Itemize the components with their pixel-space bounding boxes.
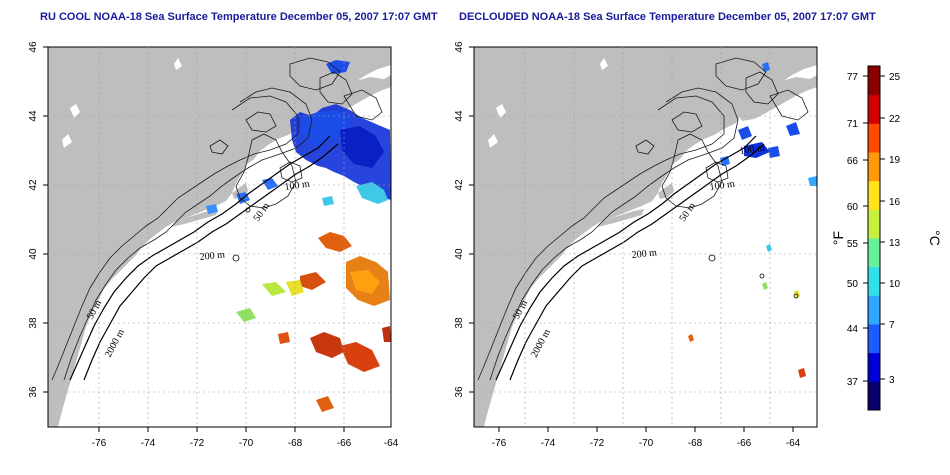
right-bathymetry-contours <box>477 57 809 381</box>
right-map-panel: -76 -74 -72 -70 -68 -66 -64 36 38 40 42 … <box>454 41 818 449</box>
left-x-tick-label: -72 <box>190 438 205 449</box>
colorbar-celsius-unit: °C <box>927 230 943 246</box>
right-y-tick-label: 42 <box>454 179 465 191</box>
colorbar-celsius-tick: 22 <box>889 114 901 125</box>
left-y-tick-label: 44 <box>28 110 39 122</box>
colorbar-celsius-tick: 3 <box>889 375 895 386</box>
right-y-tick-label: 38 <box>454 317 465 329</box>
left-x-tick-label: -74 <box>141 438 156 449</box>
colorbar-band <box>868 152 880 182</box>
colorbar-band <box>868 209 880 239</box>
right-x-tick-label: -64 <box>786 438 801 449</box>
left-panel-title: RU COOL NOAA-18 Sea Surface Temperature … <box>40 11 438 23</box>
right-x-tick-label: -68 <box>688 438 703 449</box>
left-map-frame <box>47 46 392 428</box>
right-x-tick-label: -76 <box>492 438 507 449</box>
left-x-tick-label: -64 <box>384 438 399 449</box>
colorbar-fahrenheit-tick: 71 <box>847 119 859 130</box>
right-panel-title: DECLOUDED NOAA-18 Sea Surface Temperatur… <box>459 11 876 23</box>
right-y-tick-label: 46 <box>454 41 465 53</box>
right-y-tick-label: 44 <box>454 110 465 122</box>
colorbar-band <box>868 66 880 96</box>
left-x-tick-label: -76 <box>92 438 107 449</box>
colorbar-band <box>868 381 880 411</box>
right-graticule <box>474 47 817 427</box>
left-tick-marks <box>43 46 345 432</box>
right-y-tick-label: 40 <box>454 248 465 260</box>
colorbar-celsius-tick: 10 <box>889 279 901 290</box>
right-tick-marks <box>469 46 794 432</box>
colorbar-fahrenheit-tick: 77 <box>847 72 859 83</box>
right-contour-label: 100 m <box>709 179 736 193</box>
colorbar: 77 71 66 60 55 50 44 37 25 22 19 16 13 1… <box>830 65 943 411</box>
colorbar-band <box>868 324 880 354</box>
colorbar-fahrenheit-tick: 37 <box>847 377 859 388</box>
left-contour-label: 100 m <box>284 179 311 193</box>
left-bathymetry-contours <box>51 57 383 381</box>
colorbar-celsius-tick: 7 <box>889 320 895 331</box>
colorbar-band <box>868 123 880 153</box>
left-contour-label: 200 m <box>199 249 226 263</box>
colorbar-fahrenheit-tick: 55 <box>847 239 859 250</box>
left-x-tick-label: -68 <box>288 438 303 449</box>
colorbar-band <box>868 180 880 210</box>
colorbar-celsius-tick: 16 <box>889 197 901 208</box>
colorbar-band <box>868 266 880 296</box>
right-x-tick-label: -70 <box>639 438 654 449</box>
colorbar-band <box>868 352 880 382</box>
colorbar-fahrenheit-tick: 50 <box>847 279 859 290</box>
right-x-tick-label: -74 <box>541 438 556 449</box>
left-y-tick-label: 42 <box>28 179 39 191</box>
colorbar-frame <box>867 65 881 411</box>
left-y-tick-label: 36 <box>28 386 39 398</box>
left-x-tick-label: -66 <box>337 438 352 449</box>
colorbar-ticks <box>863 75 885 382</box>
colorbar-fahrenheit-tick: 60 <box>847 202 859 213</box>
right-x-tick-label: -66 <box>737 438 752 449</box>
left-y-tick-label: 40 <box>28 248 39 260</box>
colorbar-fahrenheit-tick: 66 <box>847 156 859 167</box>
colorbar-band <box>868 295 880 325</box>
right-x-tick-label: -72 <box>590 438 605 449</box>
left-y-tick-label: 46 <box>28 41 39 53</box>
colorbar-band <box>868 238 880 268</box>
colorbar-celsius-tick: 13 <box>889 238 901 249</box>
colorbar-fahrenheit-unit: °F <box>830 231 846 245</box>
right-contour-label: 100 m <box>739 143 766 157</box>
right-y-tick-label: 36 <box>454 386 465 398</box>
left-graticule <box>48 47 391 427</box>
colorbar-celsius-tick: 25 <box>889 72 901 83</box>
colorbar-fahrenheit-tick: 44 <box>847 324 859 335</box>
left-sst-pixels <box>206 60 391 412</box>
colorbar-celsius-tick: 19 <box>889 155 901 166</box>
left-map-panel: -76 -74 -72 -70 -68 -66 -64 36 38 40 42 … <box>28 41 399 449</box>
left-x-tick-label: -70 <box>239 438 254 449</box>
colorbar-gradient <box>868 66 880 411</box>
left-y-tick-label: 38 <box>28 317 39 329</box>
colorbar-band <box>868 94 880 124</box>
right-contour-label: 200 m <box>631 247 658 261</box>
